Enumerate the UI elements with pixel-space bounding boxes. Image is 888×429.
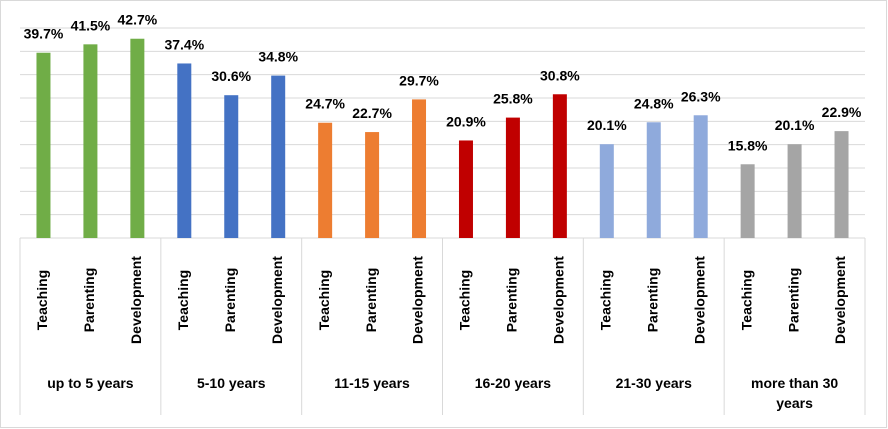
- bar: [834, 131, 849, 238]
- value-label: 22.9%: [822, 104, 862, 120]
- value-label: 24.7%: [305, 96, 345, 112]
- bar: [646, 122, 661, 238]
- x-tick-label: Teaching: [457, 270, 473, 330]
- x-tick-label: Development: [269, 256, 285, 344]
- value-label: 39.7%: [24, 26, 64, 42]
- bar: [177, 63, 192, 238]
- value-label: 30.8%: [540, 67, 580, 83]
- value-label: 25.8%: [493, 91, 533, 107]
- bar: [693, 115, 708, 238]
- x-tick-label: Parenting: [81, 268, 97, 333]
- value-label: 26.3%: [681, 88, 721, 104]
- x-tick-label: Teaching: [738, 270, 754, 330]
- x-tick-label: Development: [551, 256, 567, 344]
- x-tick-label: Parenting: [363, 268, 379, 333]
- x-tick-label: Parenting: [222, 268, 238, 333]
- value-label: 37.4%: [164, 36, 204, 52]
- x-tick-label: Parenting: [785, 268, 801, 333]
- bar: [412, 99, 427, 239]
- x-tick-label: Parenting: [504, 268, 520, 333]
- x-tick-label: Development: [410, 256, 426, 344]
- bar: [83, 44, 98, 239]
- bar: [787, 144, 802, 238]
- value-label: 29.7%: [399, 72, 439, 88]
- bar: [740, 164, 755, 238]
- value-label: 15.8%: [728, 137, 768, 153]
- value-label: 42.7%: [118, 12, 158, 28]
- group-label: 5-10 years: [196, 375, 266, 391]
- value-label: 24.8%: [634, 95, 674, 111]
- bar: [130, 38, 145, 238]
- x-tick-label: Development: [128, 256, 144, 344]
- value-label: 20.1%: [587, 117, 627, 133]
- x-tick-label: Parenting: [644, 268, 660, 333]
- bar: [318, 122, 333, 238]
- x-tick-label: Development: [832, 256, 848, 344]
- x-tick-label: Teaching: [598, 270, 614, 330]
- bar: [599, 144, 614, 238]
- group-label: up to 5 years: [47, 375, 134, 391]
- bar: [505, 117, 520, 238]
- value-label: 22.7%: [352, 105, 392, 121]
- group-label: 16-20 years: [474, 375, 552, 391]
- value-label: 30.6%: [211, 68, 251, 84]
- bar: [458, 140, 473, 238]
- bar: [271, 75, 286, 238]
- bar: [552, 94, 567, 239]
- value-label: 20.9%: [446, 113, 486, 129]
- bar: [224, 95, 239, 238]
- group-label: more than 30 years: [751, 375, 839, 411]
- value-label: 20.1%: [775, 117, 815, 133]
- x-tick-label: Teaching: [175, 270, 191, 330]
- group-label: 11-15 years: [334, 375, 410, 391]
- group-label: 21-30 years: [615, 375, 692, 391]
- value-label: 41.5%: [71, 17, 111, 33]
- x-tick-label: Development: [691, 256, 707, 344]
- bar: [365, 132, 380, 238]
- bar: [36, 52, 51, 238]
- x-tick-label: Teaching: [34, 270, 50, 330]
- value-label: 34.8%: [258, 49, 298, 65]
- x-tick-label: Teaching: [316, 270, 332, 330]
